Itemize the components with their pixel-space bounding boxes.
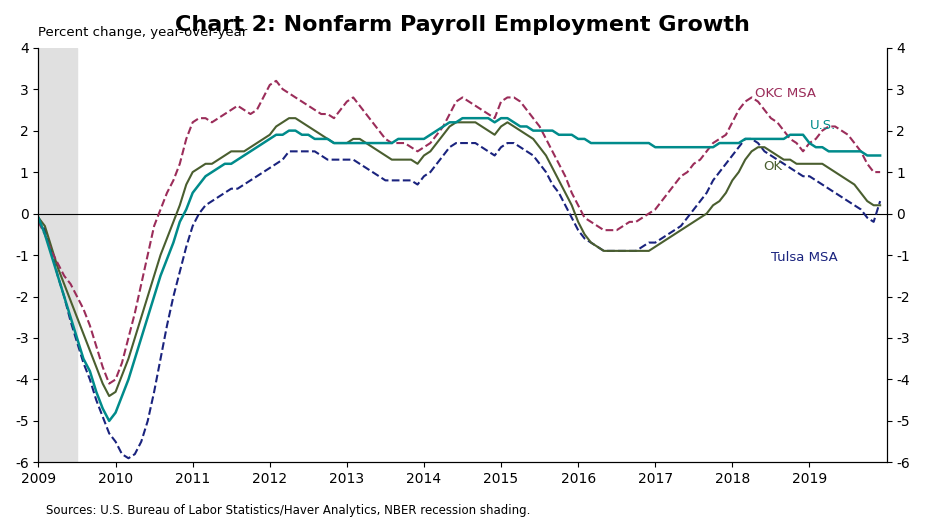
Text: Tulsa MSA: Tulsa MSA <box>771 251 838 264</box>
Title: Chart 2: Nonfarm Payroll Employment Growth: Chart 2: Nonfarm Payroll Employment Grow… <box>175 15 750 35</box>
Bar <box>39 48 77 462</box>
Text: U.S.: U.S. <box>809 118 835 132</box>
Text: OK: OK <box>763 160 783 173</box>
Text: Percent change, year-over-year: Percent change, year-over-year <box>39 27 248 39</box>
Text: Sources: U.S. Bureau of Labor Statistics/Haver Analytics, NBER recession shading: Sources: U.S. Bureau of Labor Statistics… <box>46 504 531 517</box>
Text: OKC MSA: OKC MSA <box>756 87 817 100</box>
